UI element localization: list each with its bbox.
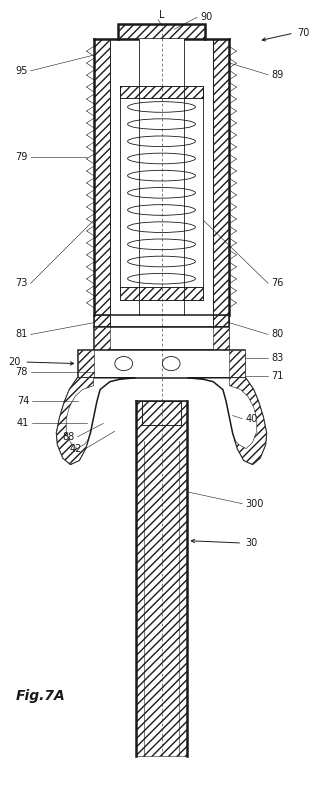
Polygon shape [120, 287, 203, 300]
Text: 30: 30 [245, 538, 258, 548]
Text: 83: 83 [271, 353, 284, 363]
Polygon shape [57, 378, 94, 464]
Text: 41: 41 [17, 419, 29, 428]
Text: 88: 88 [62, 432, 74, 442]
Polygon shape [213, 39, 229, 323]
Polygon shape [94, 327, 110, 350]
Text: 79: 79 [15, 153, 27, 162]
Text: L: L [159, 9, 164, 20]
Text: 78: 78 [15, 368, 27, 377]
Polygon shape [229, 350, 245, 378]
Polygon shape [213, 39, 229, 315]
Polygon shape [94, 315, 110, 327]
Text: Fig.7A: Fig.7A [16, 689, 66, 704]
Polygon shape [213, 327, 229, 350]
Text: 95: 95 [15, 66, 27, 76]
Polygon shape [229, 378, 266, 464]
Polygon shape [120, 86, 203, 98]
Text: 80: 80 [271, 330, 284, 339]
Ellipse shape [115, 357, 133, 371]
Polygon shape [136, 401, 187, 756]
Text: 90: 90 [200, 13, 213, 22]
Text: 73: 73 [15, 279, 27, 288]
Text: 76: 76 [271, 279, 284, 288]
Polygon shape [94, 39, 110, 315]
Polygon shape [78, 350, 245, 378]
Text: 42: 42 [70, 444, 82, 453]
Polygon shape [57, 378, 136, 464]
Polygon shape [213, 315, 229, 327]
Polygon shape [78, 350, 94, 378]
Text: 89: 89 [271, 70, 284, 79]
Text: 70: 70 [297, 28, 309, 38]
Text: 300: 300 [245, 499, 264, 508]
Polygon shape [118, 24, 205, 39]
Polygon shape [94, 327, 229, 350]
Polygon shape [142, 401, 181, 425]
Text: 20: 20 [9, 357, 21, 367]
Text: 71: 71 [271, 371, 284, 381]
Polygon shape [139, 39, 184, 315]
Text: 74: 74 [17, 397, 29, 406]
Text: 81: 81 [15, 330, 27, 339]
Polygon shape [187, 378, 266, 464]
Text: 40: 40 [245, 414, 258, 423]
Ellipse shape [162, 357, 180, 371]
Polygon shape [94, 39, 110, 315]
